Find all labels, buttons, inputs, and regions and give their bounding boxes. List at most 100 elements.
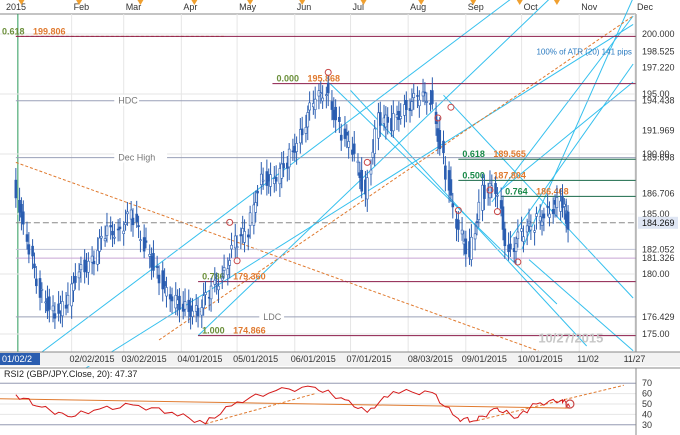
candle-body [403,104,406,116]
candle-body [347,141,350,148]
candle-body [444,165,447,180]
candle-body [416,95,419,97]
candle-body [282,163,285,169]
price-grid [0,14,636,352]
candle-body [96,250,99,265]
candle-body [423,91,427,94]
rsi-title: RSI2 (GBP/JPY.Close, 20): 47.37 [4,369,137,379]
top-axis-label: Apr [183,2,197,12]
candle-body [155,266,159,268]
level-label: HDC [118,96,138,106]
date-label: 10/01/2015 [518,354,563,364]
candle-body [431,90,434,104]
price-candles [14,76,570,330]
candle-body [321,97,324,102]
candle-body [325,94,328,96]
candle-body [464,238,468,255]
candle-body [53,313,57,319]
price-level-label: 186.706 [642,189,675,199]
candle-body [202,295,205,309]
candle-body [386,116,390,123]
candle-body [338,116,341,122]
rsi-pivot-marker [565,399,575,409]
candle-body [163,281,166,287]
event-marker-icon [516,0,523,5]
pivot-marker [324,68,332,76]
candle-body [21,211,25,225]
candle-body [299,129,302,144]
candle-body [70,283,73,307]
date-label: 03/02/2015 [122,354,167,364]
candle-body [144,240,148,243]
candle-body [475,221,479,223]
candle-body [105,225,109,236]
price-tick-label: 185.00 [642,209,670,219]
candle-body [90,255,94,263]
candle-body [122,230,125,235]
candle-body [365,177,369,200]
candle-body [40,288,44,291]
candle-body [137,225,140,227]
rsi-tick-label: 30 [642,420,652,430]
candle-body [483,184,486,199]
candle-body [246,234,250,238]
candle-body [135,213,139,223]
rsi-tick-label: 40 [642,409,652,419]
date-label: 09/01/2015 [462,354,507,364]
candle-body [561,195,564,208]
candle-body [352,143,356,154]
top-month-axis: 2015 Feb Mar Apr May Jun Jul Aug Sep Oct Nov Dec [0,0,654,352]
fib-price-label: 179.360 [233,272,266,282]
rsi-tick-label: 50 [642,399,652,409]
candle-body [228,260,231,266]
date-label: 08/03/2015 [408,354,453,364]
candle-body [27,244,31,255]
candle-body [124,222,127,225]
price-level-label: 181.326 [642,253,675,263]
candle-body [111,230,114,236]
atr-annotation: 100% of ATR (20) 141 pips [536,47,631,56]
candle-body [126,211,129,215]
candle-body [220,277,224,281]
candle-body [239,234,243,237]
fib-price-label: 174.866 [233,326,266,336]
candle-body [248,212,252,226]
candle-body [254,202,258,213]
candle-body [287,148,291,168]
candle-body [92,260,96,265]
candle-body [473,233,477,240]
candle-body [72,282,75,291]
price-axis-band [636,14,680,352]
candle-body [546,206,549,208]
rsi-trendline [0,398,570,409]
channel-line [350,90,588,347]
top-axis-label: Jun [297,2,312,12]
top-axis-label: May [239,2,257,12]
candle-body [330,101,334,110]
candle-body [410,101,414,111]
candle-body [503,228,507,247]
channel-line [329,83,558,305]
candle-body [129,209,133,220]
candle-body [259,173,263,185]
candle-body [222,267,226,271]
candle-body [516,231,520,240]
fib-ratio-label: 0.618 [2,26,25,36]
price-level-label: 182.052 [642,244,675,254]
dashed-trendline [15,161,539,352]
candle-body [165,287,168,297]
top-axis-label: Oct [524,2,539,12]
candle-body [295,143,298,152]
candle-body [514,243,518,252]
candle-body [477,201,481,220]
candle-body [470,236,473,260]
last-price-badge [638,216,678,229]
rsi-line [15,385,571,425]
chart-annotations: 100% of ATR (20) 141 pips 10/27/2015 [536,47,631,345]
event-marker-icon [418,0,425,5]
fib-ratio-label: 0.786 [202,272,225,282]
candle-body [161,270,165,290]
fib-price-label: 189.565 [493,149,526,159]
